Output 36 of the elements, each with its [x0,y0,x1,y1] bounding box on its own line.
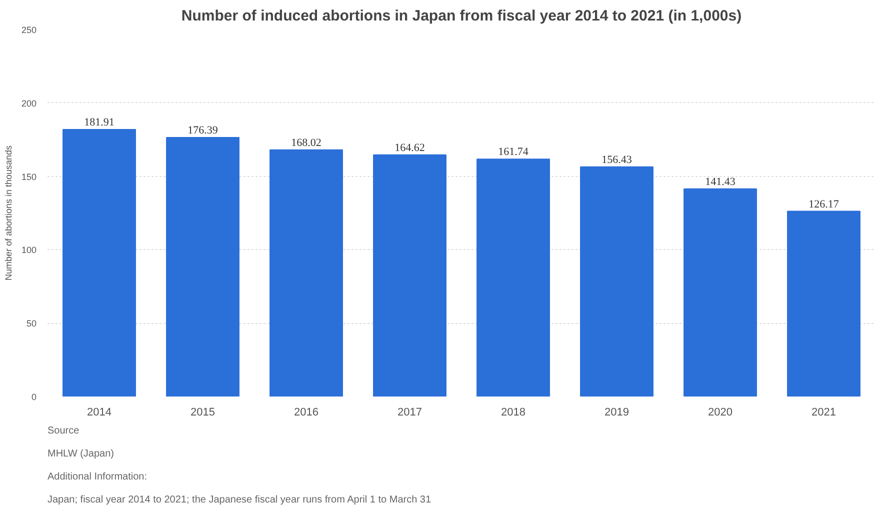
text: Additional Information: [48,472,148,482]
data-label: 126.17 [808,198,840,210]
y-tick-label: 250 [21,25,37,35]
data-label: 141.43 [705,176,736,188]
x-tick-label: 2019 [604,406,629,418]
x-tick-label: 2017 [398,406,422,418]
bar [270,149,343,396]
data-label: 181.91 [84,116,114,128]
data-label: 176.39 [188,124,218,137]
data-label: 161.74 [498,146,529,158]
data-label: 168.02 [291,136,322,149]
y-axis-title: Number of abortions in thousands [3,144,14,281]
y-tick-label: 150 [21,172,37,182]
bar [580,166,654,396]
bar [787,210,860,396]
text: Japan; fiscal year 2014 to 2021; the Japanese fiscal year runs from April 1 to March 31 [48,494,432,506]
bar [476,158,550,396]
data-label: 164.62 [394,142,425,154]
bar [684,188,757,396]
y-tick-label: 200 [21,98,37,108]
bar [62,128,136,396]
text: MHLW (Japan) [48,448,114,460]
x-tick-label: 2018 [501,406,526,418]
x-tick-label: 2015 [190,406,215,418]
x-tick-label: 2014 [87,406,112,418]
chart-title: Number of induced abortions in Japan from fiscal year 2014 to 2021 (in 1,000s) [181,8,742,24]
bar [166,137,240,396]
text: Source [48,426,80,436]
y-tick-label: 100 [21,245,37,256]
bar [373,154,446,396]
y-tick-label: 0 [31,392,37,402]
x-tick-label: 2021 [812,406,836,418]
x-tick-label: 2020 [708,406,732,418]
y-tick-label: 50 [26,318,37,329]
x-tick-label: 2016 [294,406,318,418]
data-label: 156.43 [602,154,632,166]
